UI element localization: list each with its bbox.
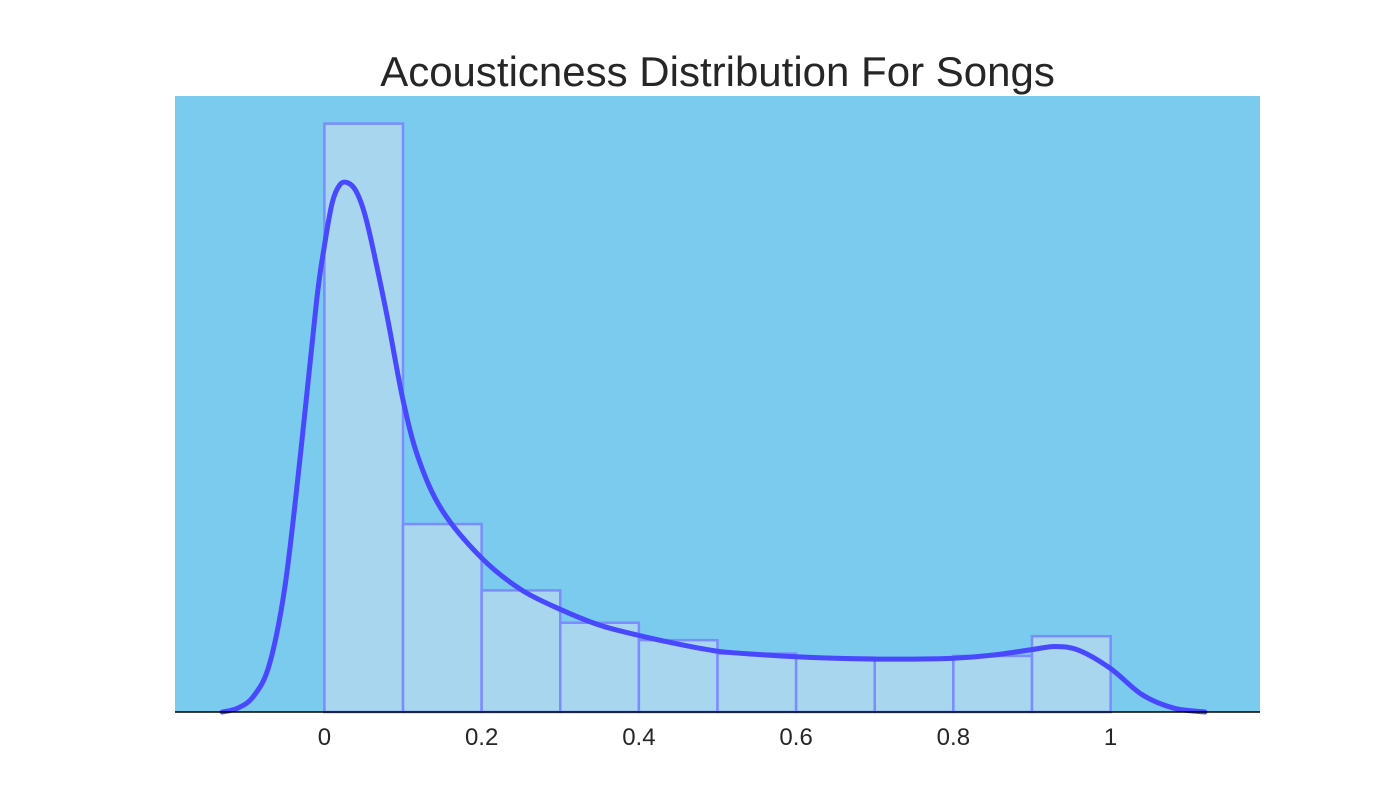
x-tick-label: 0.2	[465, 724, 498, 751]
histogram-bar	[716, 652, 798, 714]
histogram-bar	[637, 638, 719, 714]
x-tick-label: 1	[1104, 724, 1117, 751]
histogram-bar	[480, 589, 562, 714]
x-tick-label: 0.8	[937, 724, 970, 751]
chart-title: Acousticness Distribution For Songs	[380, 48, 1055, 95]
x-tick-label: 0.4	[622, 724, 655, 751]
histogram-bar	[794, 656, 876, 714]
x-tick-label: 0.6	[779, 724, 812, 751]
histogram-bar	[873, 657, 955, 714]
histogram-bar	[559, 621, 641, 714]
histogram-bar	[401, 522, 483, 714]
histogram-bar	[952, 654, 1034, 714]
x-tick-label: 0	[318, 724, 331, 751]
x-tick-labels: 0 0.2 0.4 0.6 0.8 1	[318, 724, 1118, 751]
density-curve	[219, 179, 1208, 715]
